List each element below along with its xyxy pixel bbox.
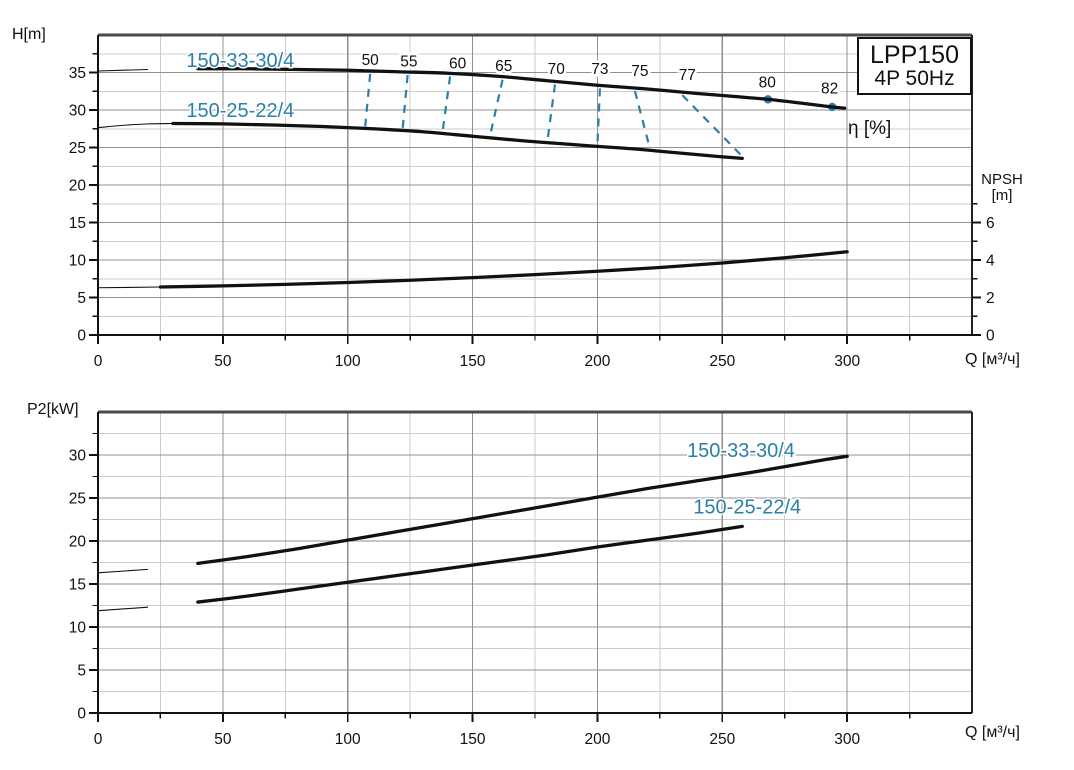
svg-text:25: 25 bbox=[69, 140, 86, 157]
svg-text:250: 250 bbox=[709, 353, 735, 370]
q-axis-title-top: Q [м³/ч] bbox=[965, 351, 1020, 368]
svg-text:35: 35 bbox=[69, 65, 86, 82]
curve-150-33-30-4: 150-33-30/4 bbox=[97, 438, 849, 574]
svg-text:250: 250 bbox=[709, 731, 735, 748]
svg-text:0: 0 bbox=[77, 706, 86, 723]
svg-text:0: 0 bbox=[94, 353, 103, 370]
efficiency-line-60 bbox=[441, 76, 452, 132]
svg-text:150: 150 bbox=[460, 353, 486, 370]
power-chart-axes bbox=[89, 410, 973, 722]
svg-text:300: 300 bbox=[834, 731, 860, 748]
svg-text:150-25-22/4: 150-25-22/4 bbox=[693, 497, 801, 519]
curve-NPSH bbox=[97, 250, 849, 289]
power-chart: 0 50 100 150 200 250 300 0 5 10 15 20 25 30 150-33-30/… bbox=[69, 410, 973, 749]
svg-text:50: 50 bbox=[214, 353, 232, 370]
h-axis-title: H[m] bbox=[12, 26, 46, 43]
model-box: LPP150 4P 50Hz bbox=[857, 37, 972, 95]
efficiency-lines: 50 55 60 65 70 73 75 77 80 82 bbox=[359, 49, 841, 158]
svg-text:55: 55 bbox=[400, 53, 417, 70]
efficiency-line-70 bbox=[546, 84, 557, 141]
power-chart-grid bbox=[98, 412, 972, 713]
npsh-axis-title: NPSH [m] bbox=[973, 172, 1031, 204]
svg-text:50: 50 bbox=[362, 52, 380, 69]
svg-text:82: 82 bbox=[821, 80, 838, 97]
svg-text:4: 4 bbox=[986, 253, 995, 270]
model-name: LPP150 bbox=[870, 41, 959, 69]
npsh-axis-title-text: NPSH bbox=[981, 171, 1023, 188]
efficiency-line-65 bbox=[488, 79, 504, 137]
svg-text:5: 5 bbox=[77, 290, 86, 307]
svg-text:75: 75 bbox=[631, 63, 648, 80]
svg-text:30: 30 bbox=[69, 103, 87, 120]
svg-text:0: 0 bbox=[94, 731, 103, 748]
efficiency-unit-label: η [%] bbox=[848, 118, 892, 139]
svg-text:15: 15 bbox=[69, 215, 86, 232]
svg-text:300: 300 bbox=[834, 353, 860, 370]
svg-text:200: 200 bbox=[584, 353, 610, 370]
svg-text:60: 60 bbox=[449, 56, 467, 73]
svg-text:6: 6 bbox=[986, 215, 995, 232]
svg-text:100: 100 bbox=[335, 353, 361, 370]
p2-axis-title: P2[kW] bbox=[27, 401, 79, 418]
q-axis-title-bottom: Q [м³/ч] bbox=[965, 724, 1020, 741]
svg-text:15: 15 bbox=[69, 577, 86, 594]
power-chart-tick-labels: 0 50 100 150 200 250 300 0 5 10 15 20 25 30 bbox=[69, 448, 861, 749]
svg-text:150-25-22/4: 150-25-22/4 bbox=[186, 100, 294, 122]
efficiency-line-55 bbox=[401, 74, 409, 129]
svg-text:200: 200 bbox=[584, 731, 610, 748]
model-spec: 4P 50Hz bbox=[874, 67, 955, 90]
npsh-axis-unit: [m] bbox=[991, 187, 1013, 204]
svg-text:73: 73 bbox=[591, 61, 608, 78]
svg-text:5: 5 bbox=[77, 663, 86, 680]
svg-text:65: 65 bbox=[495, 58, 512, 75]
svg-text:10: 10 bbox=[69, 253, 87, 270]
head-chart-tick-labels: 0 50 100 150 200 250 300 0 5 10 15 20 25 30 35 0 2 4 6 bbox=[69, 65, 995, 370]
efficiency-line-73 bbox=[596, 88, 602, 145]
curve-150-25-22-4: 150-25-22/4 bbox=[97, 99, 744, 161]
head-chart-grid bbox=[98, 35, 972, 335]
svg-text:150-33-30/4: 150-33-30/4 bbox=[186, 50, 294, 72]
svg-text:150: 150 bbox=[460, 731, 486, 748]
svg-text:30: 30 bbox=[69, 448, 87, 465]
svg-text:25: 25 bbox=[69, 491, 86, 508]
svg-text:80: 80 bbox=[759, 74, 777, 91]
svg-text:70: 70 bbox=[548, 61, 566, 78]
svg-text:20: 20 bbox=[69, 178, 87, 195]
curve-150-25-22-4: 150-25-22/4 bbox=[97, 495, 803, 612]
svg-text:10: 10 bbox=[69, 620, 87, 637]
head-chart: 0 50 100 150 200 250 300 0 5 10 15 20 25 30 35 0 2 4 6 50 55… bbox=[69, 33, 995, 370]
svg-text:0: 0 bbox=[77, 328, 86, 345]
svg-text:100: 100 bbox=[335, 731, 361, 748]
svg-text:0: 0 bbox=[986, 328, 995, 345]
svg-text:50: 50 bbox=[214, 731, 232, 748]
svg-text:2: 2 bbox=[986, 290, 995, 307]
head-chart-axes bbox=[89, 33, 981, 344]
curve-150-33-30-4: 150-33-30/4 bbox=[97, 48, 847, 110]
svg-text:20: 20 bbox=[69, 534, 87, 551]
efficiency-line-50 bbox=[364, 73, 372, 127]
svg-text:77: 77 bbox=[679, 67, 696, 84]
svg-text:150-33-30/4: 150-33-30/4 bbox=[687, 440, 795, 462]
efficiency-line-75 bbox=[633, 90, 651, 149]
